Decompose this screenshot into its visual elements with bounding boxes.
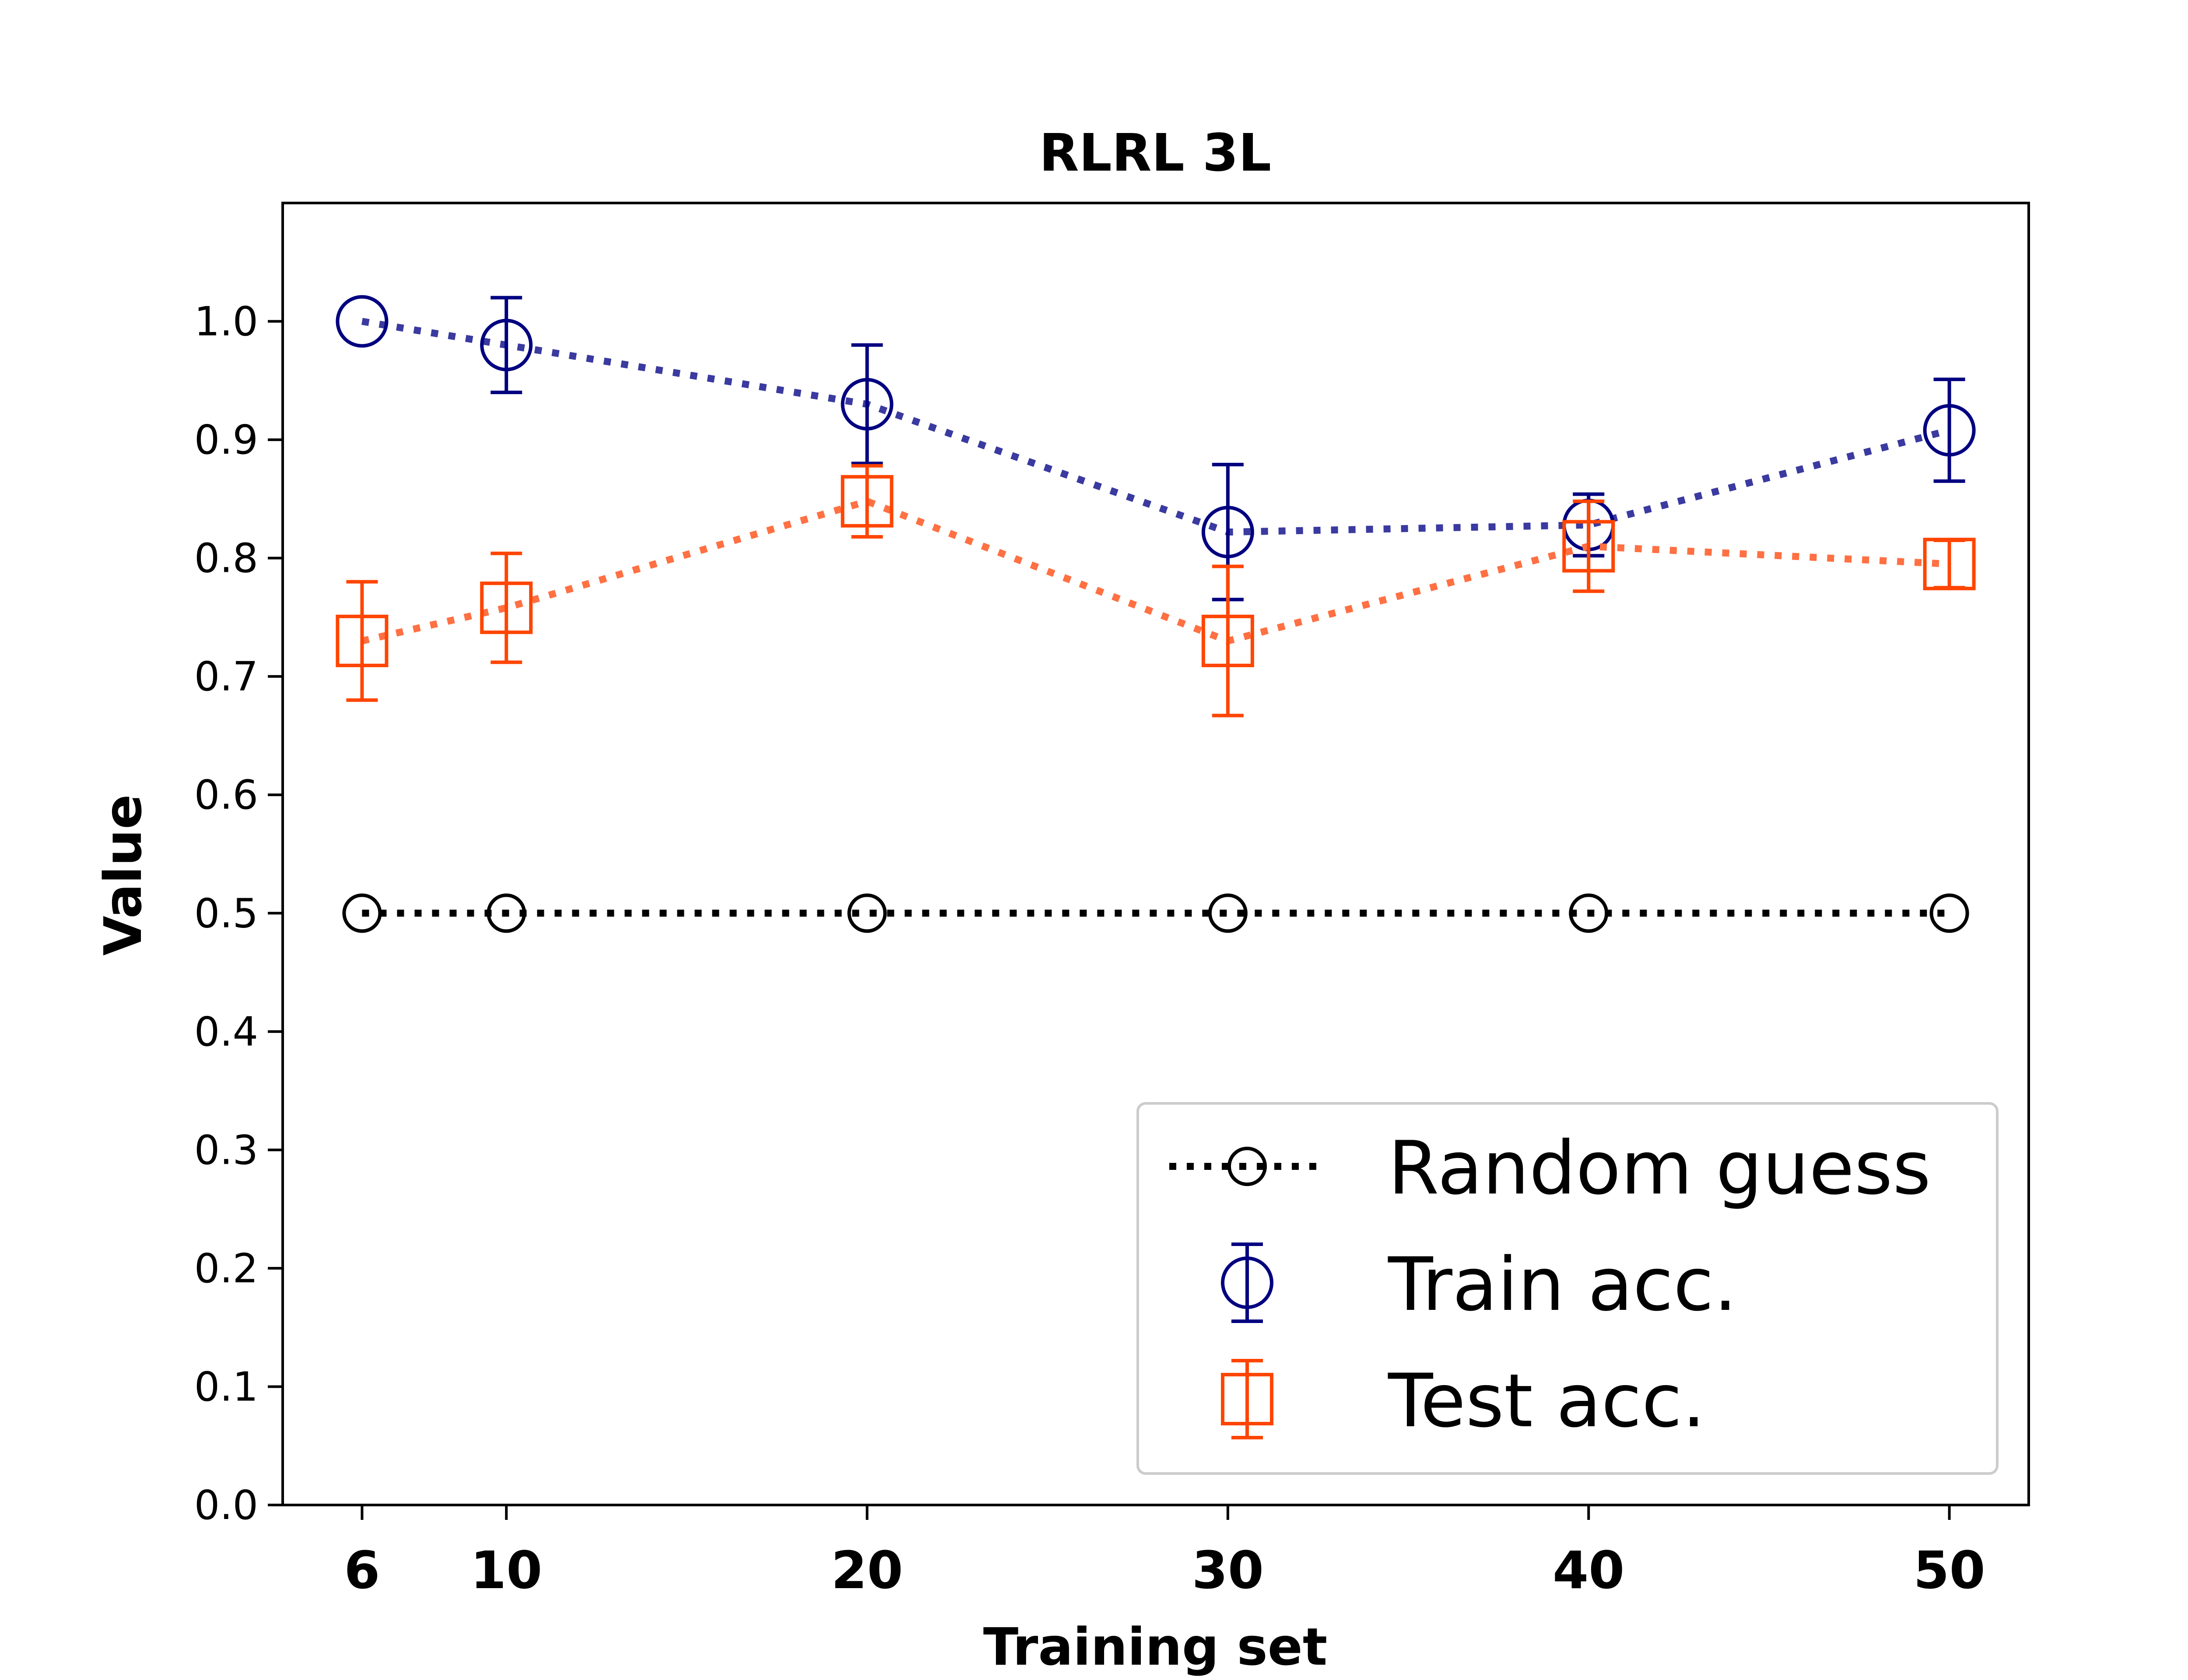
data-point (1569, 893, 1609, 933)
data-point (1208, 893, 1248, 933)
data-point (847, 893, 887, 933)
y-axis-title: Value (93, 794, 153, 956)
data-point (480, 318, 533, 371)
legend-entry: Train acc. (1221, 1242, 1737, 1327)
y-tick-label: 0.2 (194, 1245, 258, 1292)
series-test-acc (336, 464, 1976, 718)
y-tick-label: 0.3 (194, 1127, 258, 1173)
legend-label: Test acc. (1388, 1358, 1705, 1444)
y-tick-label: 0.7 (194, 653, 258, 700)
legend-label: Random guess (1388, 1125, 1931, 1211)
data-point (1923, 538, 1976, 591)
error-bar (851, 343, 883, 466)
y-tick-label: 0.0 (194, 1482, 258, 1529)
legend-entry: Random guess (1169, 1125, 1931, 1211)
x-tick-label: 40 (1553, 1540, 1624, 1600)
y-tick-label: 0.5 (194, 890, 258, 937)
data-point (1923, 404, 1976, 457)
data-point (841, 378, 894, 430)
y-tick-label: 0.8 (194, 535, 258, 582)
error-bar (491, 551, 522, 664)
plot-area: 0.0 0.1 0.2 0.3 0.4 0.5 0.6 0.7 0.8 0.9 1.0 6 10 20 30… (194, 295, 1985, 1600)
y-tick-label: 0.4 (194, 1008, 258, 1055)
x-tick-label: 20 (831, 1540, 903, 1600)
legend: Random guess Train acc. Test acc. (1136, 1102, 1999, 1475)
data-point (342, 893, 382, 933)
y-tick-label: 1.0 (194, 298, 258, 345)
data-point (336, 295, 389, 348)
legend-marker (1221, 1373, 1273, 1425)
data-point (480, 581, 533, 634)
y-tick-label: 0.1 (194, 1363, 258, 1410)
error-bar (1212, 564, 1244, 718)
data-point (1929, 893, 1969, 933)
series-line (361, 497, 1950, 645)
error-bar (491, 296, 522, 394)
x-tick-label: 6 (344, 1540, 380, 1600)
data-point (1201, 615, 1254, 668)
error-bar (1573, 499, 1605, 593)
plot-frame (281, 202, 2030, 1506)
data-point (841, 475, 894, 528)
legend-entry: Test acc. (1221, 1358, 1705, 1444)
y-tick-label: 0.6 (194, 772, 258, 819)
legend-marker (1221, 1256, 1273, 1309)
legend-label: Train acc. (1388, 1242, 1737, 1327)
series-random-guess (342, 893, 1969, 933)
data-point (487, 893, 526, 933)
legend-box (1136, 1102, 1999, 1475)
series-line (361, 318, 1950, 536)
legend-marker (1227, 1147, 1267, 1186)
data-point (1562, 520, 1615, 573)
data-point (1201, 506, 1254, 559)
y-tick-label: 0.9 (194, 416, 258, 463)
x-axis-title: Training set (983, 1617, 1327, 1677)
error-bar (1933, 378, 1965, 483)
x-tick-label: 50 (1914, 1540, 1985, 1600)
chart-title: RLRL 3L (1039, 122, 1271, 183)
data-point (336, 615, 389, 668)
error-bar (346, 580, 378, 702)
x-tick-label: 30 (1192, 1540, 1264, 1600)
x-tick-label: 10 (470, 1540, 542, 1600)
